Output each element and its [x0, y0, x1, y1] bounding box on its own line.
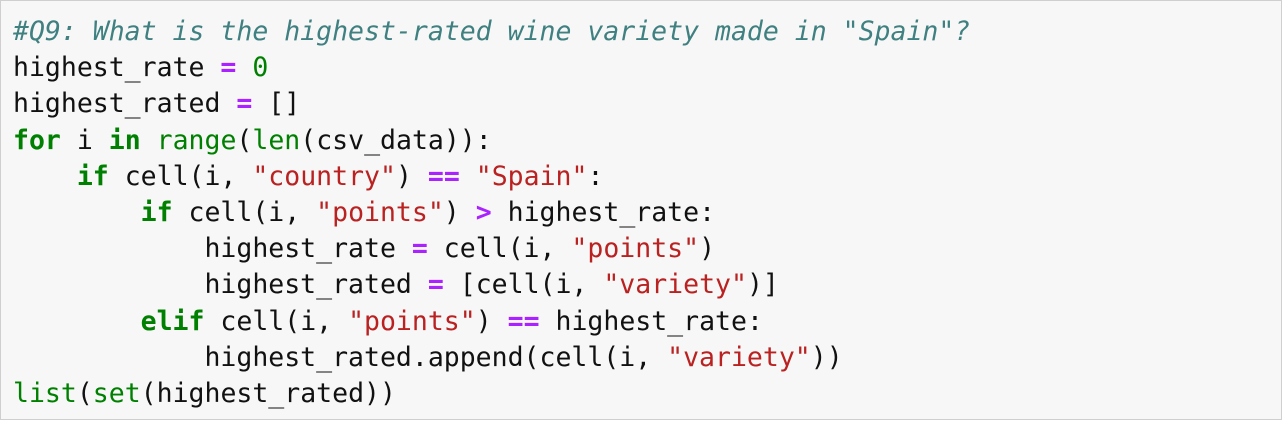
code-token: (: [236, 124, 253, 156]
code-token: ): [443, 196, 476, 228]
code-token: highest_rated.append(cell(i,: [13, 341, 668, 373]
code-token: if: [76, 160, 109, 192]
code-token: (csv_data)):: [300, 124, 492, 156]
code-token: "Spain": [475, 160, 588, 192]
code-token: "points": [571, 233, 700, 265]
code-token: )]: [746, 269, 779, 301]
code-token: cell(i,: [427, 233, 572, 265]
code-token: highest_rate:: [539, 305, 763, 337]
code-token: [13, 161, 77, 192]
code-token: "variety": [667, 341, 811, 373]
code-token: ): [475, 305, 508, 337]
code-token: )): [810, 341, 843, 373]
code-token: =: [236, 88, 253, 120]
code-line: for i in range(len(csv_data)):: [13, 123, 970, 159]
code-token: "variety": [603, 269, 747, 301]
code-token: range: [156, 124, 237, 156]
code-token: len: [252, 124, 301, 156]
code-token: set: [92, 377, 141, 409]
code-line: highest_rated = [cell(i, "variety")]: [13, 267, 970, 303]
code-token: [236, 52, 252, 83]
code-line: elif cell(i, "points") == highest_rate:: [13, 304, 970, 340]
code-token: =: [427, 269, 444, 301]
code-token: [cell(i,: [443, 269, 604, 301]
code-token: [141, 125, 157, 156]
code-token: ==: [427, 160, 460, 192]
code-token: i: [60, 124, 109, 156]
code-line: if cell(i, "country") == "Spain":: [13, 159, 970, 195]
code-token: [13, 306, 141, 337]
code-token: ==: [507, 305, 540, 337]
code-token: highest_rated: [13, 269, 428, 301]
code-token: (highest_rated)): [140, 377, 396, 409]
code-token: cell(i,: [108, 160, 253, 192]
code-token: ): [699, 233, 716, 265]
code-token: "points": [348, 305, 476, 337]
code-token: =: [220, 52, 237, 84]
code-editor[interactable]: #Q9: What is the highest-rated wine vari…: [13, 14, 970, 412]
code-token: [13, 197, 141, 228]
code-token: >: [475, 196, 492, 228]
code-token: 0: [252, 52, 269, 84]
code-token: highest_rate:: [491, 196, 716, 228]
code-line: highest_rate = cell(i, "points"): [13, 231, 970, 267]
code-token: []: [252, 88, 301, 120]
code-token: =: [411, 233, 428, 265]
code-token: cell(i,: [172, 196, 317, 228]
code-line: highest_rated = []: [13, 86, 970, 122]
code-token: if: [140, 196, 173, 228]
code-token: elif: [140, 305, 205, 337]
code-token: [460, 161, 476, 192]
code-line: highest_rated.append(cell(i, "variety")): [13, 340, 970, 376]
code-token: #Q9: What is the highest-rated wine vari…: [13, 16, 971, 47]
code-token: highest_rate: [13, 52, 221, 84]
code-token: "points": [316, 196, 444, 228]
code-token: ): [395, 160, 428, 192]
code-line: if cell(i, "points") > highest_rate:: [13, 195, 970, 231]
code-token: for: [13, 124, 61, 156]
code-token: in: [108, 124, 141, 156]
code-token: list: [13, 377, 77, 409]
code-token: :: [587, 160, 604, 192]
code-token: (: [76, 377, 93, 409]
code-token: cell(i,: [204, 305, 349, 337]
code-token: highest_rated: [13, 88, 237, 120]
code-token: "country": [252, 160, 396, 192]
code-line: #Q9: What is the highest-rated wine vari…: [13, 14, 970, 50]
code-line: list(set(highest_rated)): [13, 376, 970, 412]
code-token: highest_rate: [13, 233, 412, 265]
code-line: highest_rate = 0: [13, 50, 970, 86]
